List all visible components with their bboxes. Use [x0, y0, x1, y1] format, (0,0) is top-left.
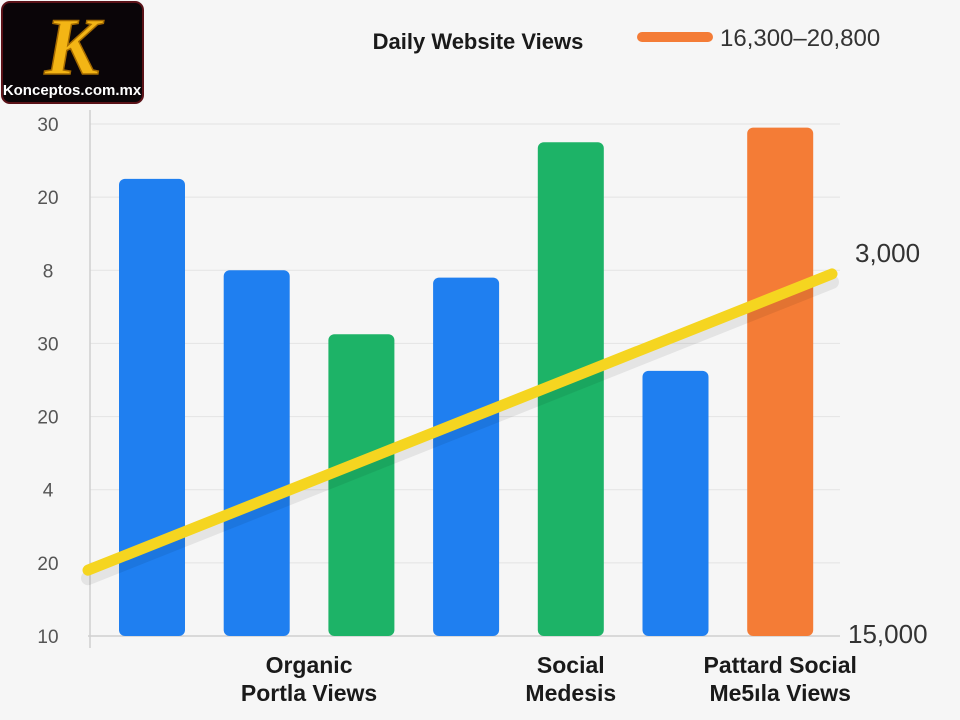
y-tick-label: 20 [37, 188, 58, 209]
y-tick-label: 8 [43, 261, 54, 282]
category-label: Pattard Social [704, 652, 857, 678]
bar [537, 142, 604, 637]
category-label: Medesis [525, 680, 616, 706]
bar [119, 178, 185, 636]
bar [642, 370, 709, 636]
y-tick-label: 30 [37, 115, 58, 136]
logo-letter: K [44, 1, 105, 92]
bar [328, 334, 395, 636]
logo-background [2, 2, 143, 103]
bar [433, 277, 500, 636]
bar [747, 127, 814, 637]
y-tick-label: 30 [37, 334, 58, 355]
logo-border [1, 1, 144, 104]
y-tick-label: 10 [37, 627, 58, 648]
category-label: Social [537, 652, 605, 678]
y-axis-ticks: 10 20 4 20 30 8 20 30 [37, 115, 58, 648]
bar-series [119, 127, 814, 637]
legend-label: 16,300–20,800 [720, 25, 880, 52]
trend-line-group [81, 268, 839, 586]
category-label: Portla Views [241, 680, 377, 706]
brand-logo[interactable]: K Konceptos.com.mx [1, 0, 144, 104]
y-tick-label: 20 [37, 408, 58, 429]
bar [223, 270, 290, 636]
annotation-upper-right: 3,000 [855, 238, 920, 268]
y-tick-label: 4 [43, 481, 54, 502]
category-label: Me5ıla Views [709, 680, 851, 706]
y-tick-label: 20 [37, 554, 58, 575]
category-label: Organic [266, 652, 353, 678]
trend-line [82, 268, 838, 576]
chart-title: Daily Website Views [373, 29, 584, 54]
trend-line-shadow [81, 274, 839, 586]
logo-wordmark: Konceptos.com.mx [3, 82, 142, 99]
annotation-lower-right: 15,000 [848, 619, 928, 649]
